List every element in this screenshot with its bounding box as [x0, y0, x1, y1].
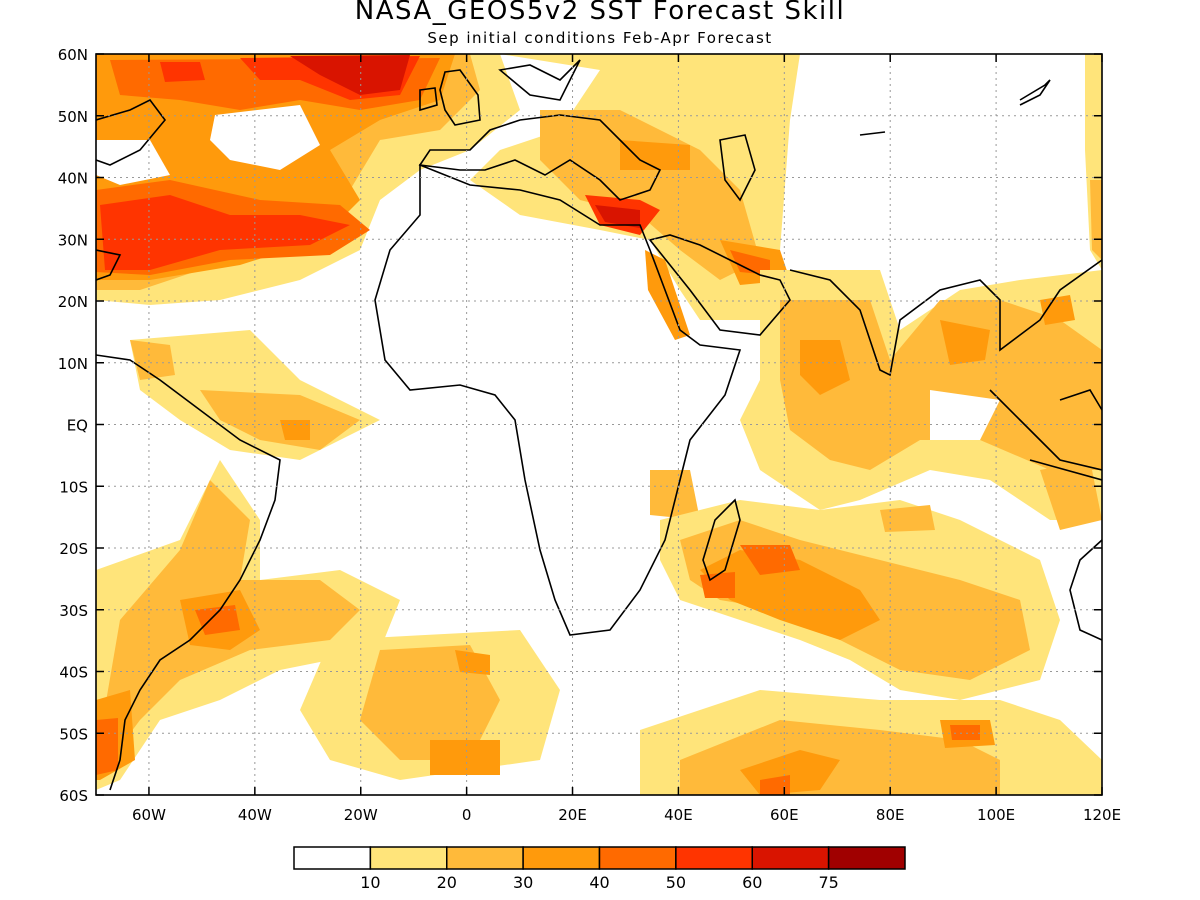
colorbar-swatch — [827, 846, 906, 870]
lat-tick-label: 40N — [58, 170, 88, 188]
lat-tick-label: 30N — [58, 231, 88, 249]
colorbar-swatch — [446, 846, 524, 870]
colorbar-label: 75 — [818, 873, 838, 892]
lon-tick-label: 100E — [977, 806, 1015, 824]
lon-tick-label: 60E — [770, 806, 799, 824]
caspian-coastline — [719, 134, 756, 202]
lat-tick-label: 20S — [59, 540, 88, 558]
lon-tick-label: 20W — [344, 806, 378, 824]
lon-tick-label: 40W — [238, 806, 272, 824]
latitude-axis: 60N 50N 40N 30N 20N 10N EQ 10S 20S 30S 40S 50S 60S — [58, 46, 1102, 805]
lat-tick-label: 30S — [59, 602, 88, 620]
colorbar-swatch — [751, 846, 830, 870]
south-america-coastline — [96, 354, 281, 791]
coastlines — [96, 59, 1102, 791]
arabia-coastline — [648, 234, 791, 336]
africa-coastline — [374, 163, 742, 636]
lon-tick-label: 20E — [558, 806, 587, 824]
lon-tick-label: 80E — [876, 806, 905, 824]
india-coastline — [789, 259, 1102, 377]
lat-tick-label: 20N — [58, 293, 88, 311]
lon-tick-label: 0 — [462, 806, 472, 824]
colorbar-swatch — [522, 846, 601, 870]
lon-tick-label: 40E — [664, 806, 693, 824]
lat-tick-label: 50S — [59, 725, 88, 743]
south-indian-ocean-skill — [660, 460, 1102, 700]
lat-tick-label: 10N — [58, 355, 88, 373]
colorbar-label: 50 — [666, 873, 686, 892]
colorbar-label: 30 — [513, 873, 533, 892]
colorbar-label: 10 — [360, 873, 380, 892]
lat-tick-label: 10S — [59, 478, 88, 496]
colorbar-swatch — [293, 846, 372, 870]
south-atlantic-skill — [96, 460, 560, 790]
colorbar: 10 20 30 40 50 60 75 — [293, 846, 906, 892]
map-subtitle: Sep initial conditions Feb-Apr Forecast — [427, 29, 773, 47]
colorbar-label: 40 — [589, 873, 609, 892]
arabian-sea-skill — [650, 270, 1102, 520]
europe-coastline — [418, 114, 662, 201]
southern-ocean-skill — [640, 690, 1102, 795]
madagascar-coastline — [702, 498, 741, 582]
colorbar-swatch — [675, 846, 753, 870]
lat-tick-label: 60S — [59, 787, 88, 805]
north-atlantic-high-skill — [96, 54, 520, 305]
british-isles-coastline — [439, 69, 481, 126]
colorbar-swatch — [369, 846, 448, 870]
lon-tick-label: 120E — [1083, 806, 1121, 824]
colorbar-swatch — [598, 846, 677, 870]
colorbar-label: 60 — [742, 873, 762, 892]
lat-tick-label: EQ — [67, 417, 88, 435]
longitude-axis: 60W 40W 20W 0 20E 40E 60E 80E 100E 120E — [132, 54, 1121, 824]
lat-tick-label: 50N — [58, 108, 88, 126]
map-title: NASA_GEOS5v2 SST Forecast Skill — [354, 0, 846, 26]
lat-tick-label: 60N — [58, 46, 88, 64]
colorbar-label: 20 — [437, 873, 457, 892]
eastern-mediterranean-skill — [470, 54, 800, 340]
lon-tick-label: 60W — [132, 806, 166, 824]
north-america-coastline — [96, 98, 167, 166]
lat-tick-label: 40S — [59, 664, 88, 682]
australia-coastline — [1069, 539, 1102, 641]
